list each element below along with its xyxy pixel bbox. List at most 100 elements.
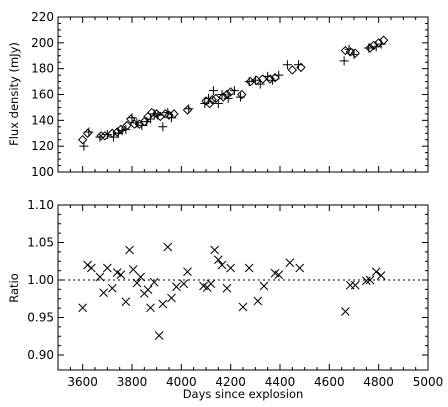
plus-point: [274, 70, 284, 80]
y-tick-label: 140: [31, 113, 54, 127]
cross-point: [125, 245, 134, 255]
diamond-point: [345, 47, 356, 57]
y-tick-label: 1.05: [27, 236, 54, 250]
plus-point: [217, 90, 227, 99]
cross-point: [167, 293, 176, 303]
diamond-point: [204, 98, 215, 109]
plus-point: [95, 132, 105, 142]
ratio-y-axis-label: Ratio: [7, 273, 21, 303]
plus-point: [146, 114, 155, 124]
flux-plot-frame: [57, 16, 429, 173]
y-tick-label: 120: [31, 139, 54, 153]
plus-point: [268, 75, 278, 85]
cross-point: [136, 272, 145, 282]
diamond-point: [211, 93, 221, 104]
plus-point: [294, 60, 303, 70]
plus-point: [244, 77, 254, 87]
cross-point: [285, 258, 295, 268]
cross-point: [222, 283, 232, 293]
x-tick-label: 4800: [363, 375, 394, 389]
cross-point: [361, 276, 371, 286]
cross-point: [179, 279, 189, 289]
x-tick-label: 4600: [314, 375, 345, 389]
plus-point: [263, 71, 273, 81]
plus-point: [132, 118, 142, 128]
cross-point: [149, 277, 159, 287]
diamond-point: [350, 48, 360, 58]
cross-point: [350, 280, 360, 290]
flux-axis-ticks: 100 120 140 160 180 200 220: [31, 10, 429, 179]
cross-point: [210, 245, 219, 255]
plus-point: [344, 44, 354, 54]
plus-point: [163, 108, 173, 118]
y-tick-label: 0.95: [27, 311, 54, 325]
plus-point: [121, 124, 131, 134]
y-tick-label: 1.10: [27, 198, 54, 212]
cross-point: [341, 307, 350, 316]
plus-point: [158, 122, 168, 132]
cross-point: [253, 296, 263, 306]
flux-density-panel: 100 120 140 160 180 200 220 Flux density (mJy): [7, 10, 429, 179]
cross-point: [274, 270, 284, 280]
plus-point: [213, 99, 223, 109]
cross-point: [128, 265, 138, 274]
diamond-point: [258, 74, 268, 84]
cross-point: [238, 302, 248, 312]
cross-point: [217, 260, 227, 270]
plus-point: [250, 75, 260, 85]
cross-point: [213, 255, 223, 265]
plus-point: [229, 86, 239, 96]
cross-point: [376, 271, 386, 280]
plus-point: [184, 104, 194, 114]
x-tick-label: 4200: [215, 375, 246, 389]
cross-point: [99, 288, 108, 298]
diamond-point: [182, 105, 193, 115]
x-tick-label: 4400: [265, 375, 296, 389]
plus-point: [117, 126, 127, 136]
cross-point: [116, 270, 126, 280]
y-tick-label: 200: [31, 36, 54, 50]
plus-point: [282, 60, 292, 70]
diamond-point: [237, 89, 247, 100]
flux-y-axis-label: Flux density (mJy): [7, 42, 21, 146]
diamond-point: [218, 92, 228, 102]
y-tick-label: 180: [31, 62, 54, 76]
y-tick-label: 160: [31, 88, 54, 102]
plus-point: [203, 93, 213, 103]
cross-point: [86, 263, 96, 273]
cross-point: [244, 263, 254, 273]
plus-point: [127, 113, 137, 123]
plus-point: [376, 39, 386, 49]
plus-point: [364, 43, 374, 53]
ratio-axis-ticks: 3600 3800 4000 4200 4400 4600 4800 5000 0.90 0.95…: [27, 198, 443, 389]
cross-point: [121, 297, 131, 307]
plus-point: [255, 79, 265, 89]
cross-point: [226, 263, 236, 273]
plus-point: [349, 49, 359, 59]
plus-point: [236, 92, 246, 102]
plus-point: [200, 99, 210, 109]
cross-point: [154, 331, 164, 340]
cross-point: [259, 281, 269, 291]
plus-point: [102, 130, 112, 140]
y-tick-label: 100: [31, 165, 54, 179]
cross-point: [158, 299, 168, 309]
ratio-data-points: [78, 242, 386, 340]
diamond-point: [77, 135, 88, 145]
x-axis-label: Days since explosion: [183, 387, 304, 401]
plus-point: [339, 56, 349, 66]
cross-point: [295, 263, 305, 273]
plus-point: [153, 110, 163, 120]
cross-point: [95, 272, 105, 282]
plus-point: [79, 141, 89, 151]
cross-point: [107, 283, 117, 293]
y-tick-label: 220: [31, 10, 54, 24]
x-tick-label: 4000: [166, 375, 197, 389]
plus-point: [371, 42, 381, 52]
cross-point: [146, 303, 155, 313]
cross-point: [371, 267, 381, 277]
plus-point: [166, 113, 176, 123]
cross-point: [183, 267, 192, 277]
cross-point: [78, 303, 88, 313]
